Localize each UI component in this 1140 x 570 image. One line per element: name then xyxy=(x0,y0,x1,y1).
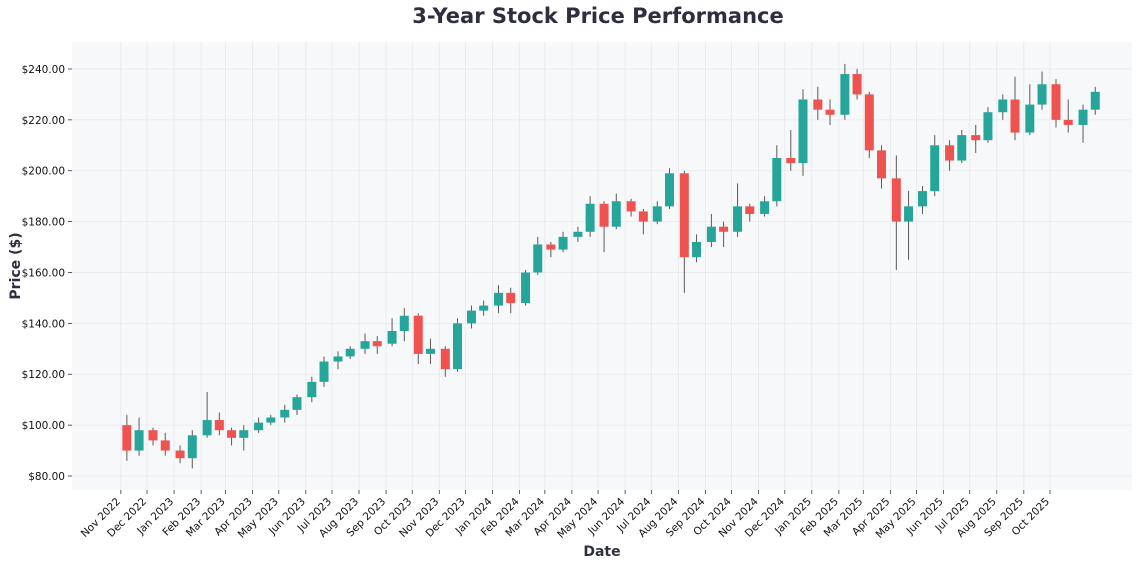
candle-body-down xyxy=(148,430,158,441)
candle-body-up xyxy=(453,323,463,370)
candle-body-down xyxy=(214,420,224,431)
candle-body-down xyxy=(891,178,901,222)
candle-body-down xyxy=(679,173,689,258)
candle-body-up xyxy=(134,430,144,451)
candle-body-up xyxy=(521,272,531,304)
candle-body-down xyxy=(160,440,170,451)
candle-body-up xyxy=(558,236,568,250)
x-axis-label: Date xyxy=(583,544,620,560)
candle-body-down xyxy=(1063,119,1073,125)
candle-body-down xyxy=(786,158,796,164)
candle-body-down xyxy=(175,450,185,459)
candle-body-up xyxy=(345,348,355,357)
y-tick-label: $220.00 xyxy=(22,115,65,127)
y-tick-label: $120.00 xyxy=(22,369,65,381)
y-axis: $80.00 $100.00 $120.00 $140.00 $160.00 $180.0… xyxy=(22,64,72,483)
y-tick-label: $100.00 xyxy=(22,420,65,432)
candle-body-up xyxy=(202,420,212,436)
candle-body-down xyxy=(372,341,382,347)
candle-body-down xyxy=(813,99,823,110)
candle-body-up xyxy=(292,397,302,410)
candle-body-up xyxy=(983,112,993,141)
candle-body-down xyxy=(877,150,887,179)
candle-body-down xyxy=(1010,99,1020,133)
candle-body-up xyxy=(1090,91,1100,110)
candle-body-up xyxy=(1078,109,1088,125)
y-tick-label: $80.00 xyxy=(28,471,65,483)
candle-body-up xyxy=(611,201,621,227)
candle-body-down xyxy=(945,145,955,161)
candle-body-up xyxy=(1037,84,1047,105)
candle-body-down xyxy=(971,135,981,141)
candle-body-up xyxy=(280,409,290,418)
y-tick-label: $200.00 xyxy=(22,166,65,178)
candles xyxy=(122,63,1100,469)
candle-body-down xyxy=(852,74,862,95)
candle-body-down xyxy=(1051,84,1061,120)
candle-body-up xyxy=(665,173,675,207)
candle-body-up xyxy=(387,330,397,344)
candle-body-down xyxy=(122,425,132,451)
chart-title: 3-Year Stock Price Performance xyxy=(412,4,783,28)
plot-area xyxy=(72,42,1132,490)
y-tick-label: $240.00 xyxy=(22,64,65,76)
candle-body-up xyxy=(798,99,808,164)
y-tick-label: $180.00 xyxy=(22,217,65,229)
candle-body-up xyxy=(998,99,1008,113)
candle-body-down xyxy=(626,201,636,212)
candle-body-up xyxy=(585,203,595,232)
candle-body-up xyxy=(187,435,197,459)
candle-body-up xyxy=(466,310,476,324)
y-tick-label: $160.00 xyxy=(22,267,65,279)
candle-body-up xyxy=(533,244,543,273)
grid-lines xyxy=(72,42,1132,490)
candle-body-up xyxy=(957,135,967,161)
candle-body-up xyxy=(904,206,914,222)
candle-body-up xyxy=(254,422,264,431)
candle-body-down xyxy=(599,203,609,227)
candle-body-down xyxy=(638,211,648,222)
candle-body-up xyxy=(494,292,504,306)
candle-body-up xyxy=(1025,104,1035,133)
candle-body-up xyxy=(319,361,329,382)
candle-body-up xyxy=(930,145,940,192)
candle-body-down xyxy=(227,430,237,438)
candle-body-down xyxy=(413,315,423,354)
candle-body-up xyxy=(360,341,370,349)
candle-body-down xyxy=(719,226,729,232)
candle-body-up xyxy=(307,381,317,398)
candle-body-up xyxy=(652,206,662,222)
candle-body-down xyxy=(864,94,874,151)
candle-body-down xyxy=(825,109,835,115)
candle-body-up xyxy=(239,430,249,438)
candle-body-down xyxy=(546,244,556,250)
candle-body-up xyxy=(733,206,743,232)
candle-body-up xyxy=(573,231,583,237)
candle-body-down xyxy=(440,348,450,370)
candle-body-up xyxy=(399,315,409,331)
candle-body-up xyxy=(333,356,343,362)
candle-body-up xyxy=(692,241,702,258)
candle-body-down xyxy=(745,206,755,214)
candle-body-up xyxy=(479,305,489,311)
y-tick-label: $140.00 xyxy=(22,318,65,330)
candle-body-up xyxy=(760,201,770,214)
candle-body-up xyxy=(706,226,716,242)
candle-body-up xyxy=(840,74,850,115)
candle-body-up xyxy=(425,348,435,354)
candle-body-down xyxy=(506,292,516,304)
candle-body-up xyxy=(266,417,276,423)
y-axis-label: Price ($) xyxy=(8,232,24,299)
candle-body-up xyxy=(918,191,928,207)
candle-body-up xyxy=(772,158,782,202)
